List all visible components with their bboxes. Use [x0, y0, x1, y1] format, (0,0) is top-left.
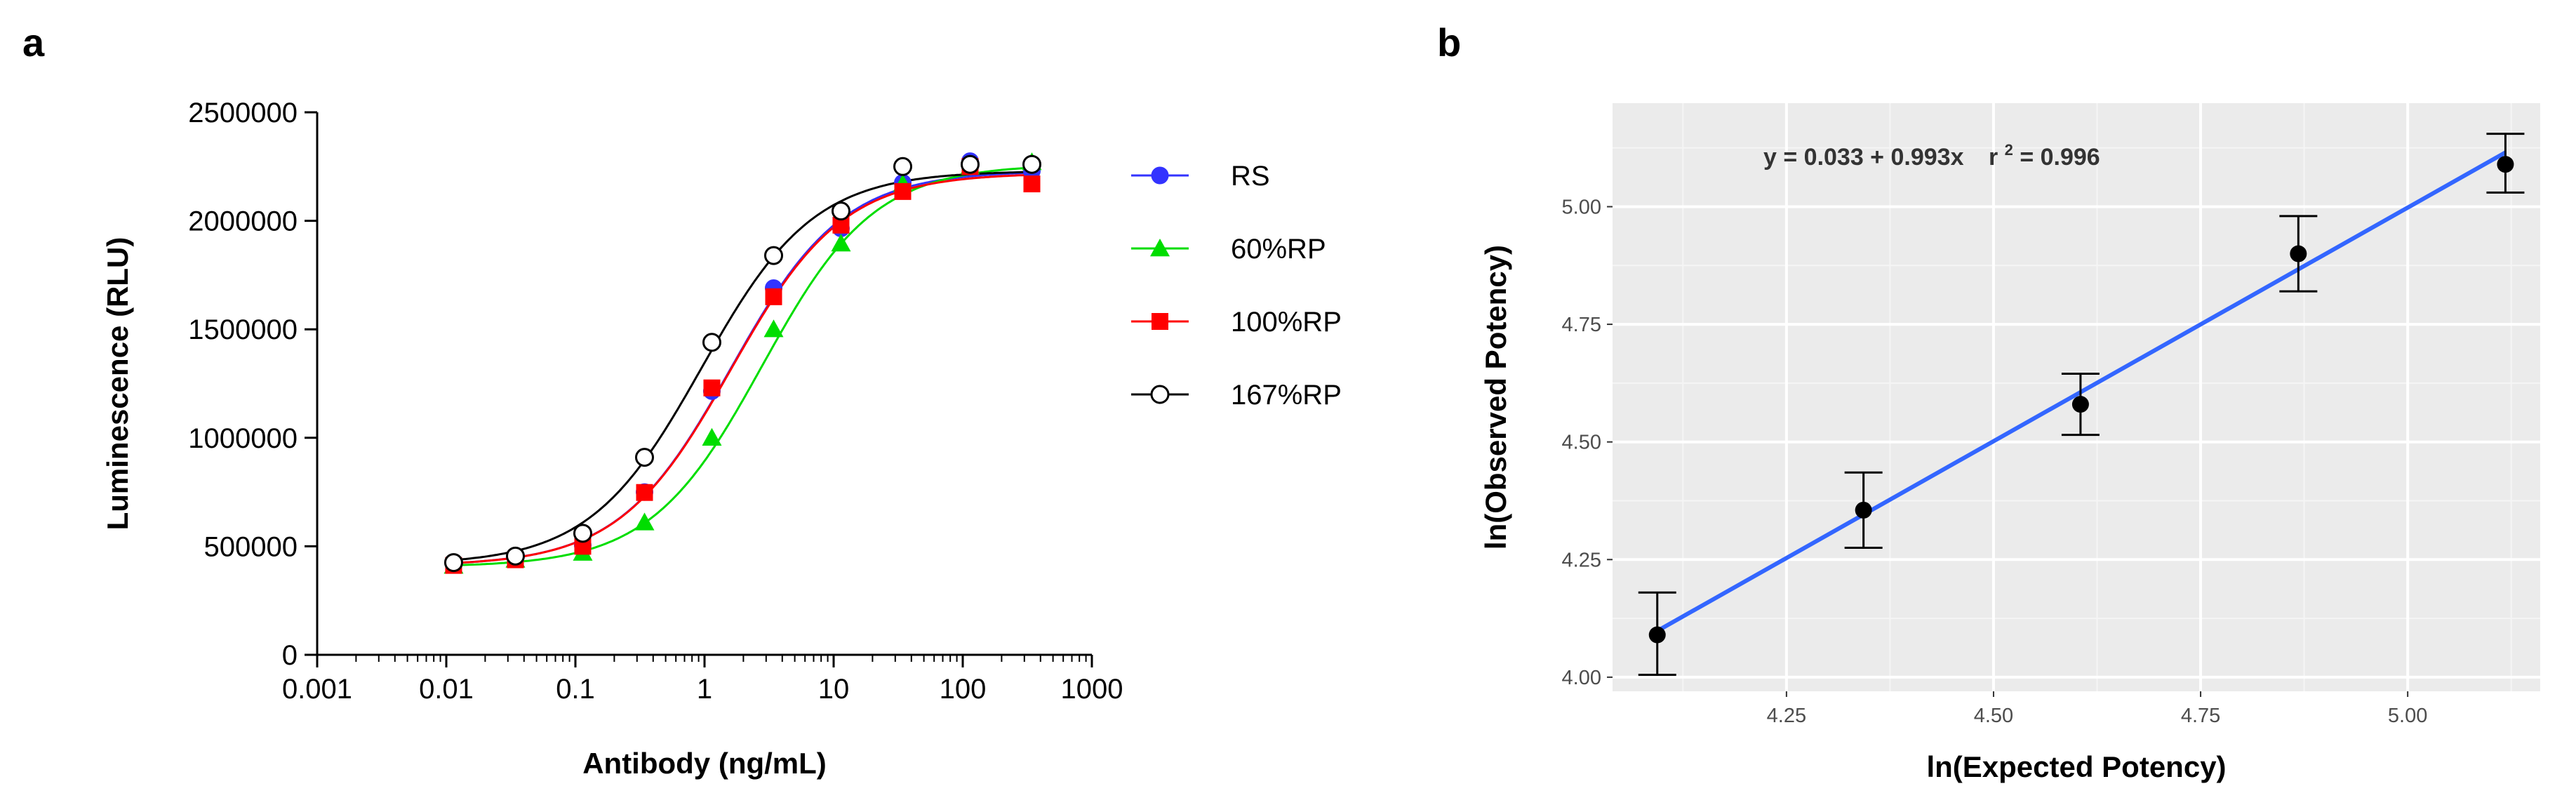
panel-a-x-axis-title: Antibody (ng/mL) [582, 747, 827, 780]
data-point-60%RP [831, 234, 851, 252]
x-tick-label: 100 [940, 674, 987, 705]
data-point-167%RP [702, 333, 721, 352]
data-point-60%RP [634, 512, 655, 531]
y-tick-label: 1500000 [188, 314, 298, 345]
data-point-100%RP [894, 182, 912, 200]
data-point-100%RP [703, 379, 721, 397]
equation-r-superscript: 2 [2005, 141, 2013, 159]
data-point [2290, 245, 2307, 262]
panel-a-y-axis-title: Luminescence (RLU) [101, 237, 134, 531]
panel-b-y-axis-title: ln(Observed Potency) [1479, 245, 1512, 550]
fit-curve-60%RP [453, 166, 1032, 566]
panel-b-x-axis-title: ln(Expected Potency) [1926, 750, 2226, 783]
legend-marker-RS [1151, 166, 1169, 185]
x-tick-label: 0.01 [419, 674, 474, 705]
data-point-167%RP [1022, 154, 1041, 174]
legend-label-RS: RS [1231, 161, 1270, 192]
panel-b-label: b [1437, 20, 1461, 65]
y-tick-label: 2500000 [188, 98, 298, 128]
legend-marker-100%RP [1152, 313, 1168, 330]
legend-label-100%RP: 100%RP [1231, 307, 1342, 338]
data-point-167%RP [634, 448, 654, 467]
panel-a-fit-curves [453, 166, 1032, 566]
panel-a-axes: 0 500000 1000000 1500000 2000000 2500000 0.001… [188, 98, 1123, 705]
panel-a-chart: a 0 500000 1000000 1500000 2000000 2500000 0.0… [22, 20, 1342, 780]
x-tick-label: 5.00 [2388, 705, 2427, 727]
panel-b-ticks: 4.25 4.50 4.75 5.00 4.00 4.25 4.50 4.75 5.00 [1562, 196, 2428, 727]
data-point-167%RP [960, 154, 980, 174]
fit-curve-100%RP [453, 173, 1032, 564]
panel-b-gridlines [1613, 103, 2540, 691]
data-point-167%RP [763, 246, 783, 265]
y-tick-label: 4.50 [1562, 432, 1601, 454]
equation-r-symbol: r [1989, 144, 1998, 171]
x-tick-label: 0.1 [556, 674, 595, 705]
fit-curve-167%RP [453, 171, 1032, 561]
legend-marker-60%RP [1150, 239, 1170, 257]
x-tick-label: 4.25 [1767, 705, 1806, 727]
x-tick-label: 1000 [1061, 674, 1123, 705]
panel-b-data-points [1648, 156, 2514, 644]
x-tick-label: 4.75 [2181, 705, 2220, 727]
data-point-100%RP [636, 484, 653, 501]
data-point-167%RP [831, 201, 850, 221]
data-point-60%RP [702, 427, 722, 446]
panel-b-equation: y = 0.033 + 0.993x r 2 = 0.996 [1763, 134, 2100, 171]
y-tick-label: 500000 [204, 531, 298, 562]
panel-a-legend: RS 60%RP 100%RP 167%RP [1131, 161, 1342, 411]
panel-a-data-points [443, 152, 1042, 574]
panel-a-label: a [22, 20, 45, 65]
y-tick-label: 4.00 [1562, 667, 1601, 689]
data-point-167%RP [893, 157, 912, 176]
equation-formula: y = 0.033 + 0.993x [1763, 144, 1964, 171]
legend-marker-167%RP [1150, 385, 1170, 404]
data-point [1648, 626, 1666, 644]
x-tick-label: 1 [697, 674, 712, 705]
data-point-60%RP [763, 319, 784, 338]
data-point [1855, 501, 1872, 519]
y-tick-label: 4.75 [1562, 314, 1601, 336]
x-tick-label: 4.50 [1974, 705, 2013, 727]
data-point [2071, 396, 2089, 413]
y-tick-label: 1000000 [188, 423, 298, 454]
data-point-167%RP [443, 553, 463, 573]
fit-curve-RS [453, 171, 1032, 564]
data-point-100%RP [1023, 175, 1041, 193]
y-tick-label: 4.25 [1562, 549, 1601, 571]
y-tick-label: 2000000 [188, 206, 298, 237]
data-point-167%RP [505, 546, 525, 566]
legend-label-167%RP: 167%RP [1231, 380, 1342, 411]
panel-b-chart: b 4.25 4.50 4.75 5.00 4.00 4.25 4.50 4.75 5.00 y… [1437, 20, 2540, 783]
x-tick-label: 0.001 [282, 674, 352, 705]
y-tick-label: 5.00 [1562, 196, 1601, 218]
data-point [2497, 156, 2514, 173]
equation-r-value: = 0.996 [2020, 144, 2100, 171]
y-tick-label: 0 [282, 640, 298, 671]
x-tick-label: 10 [818, 674, 850, 705]
legend-label-60%RP: 60%RP [1231, 234, 1326, 265]
data-point-100%RP [765, 288, 782, 305]
data-point-167%RP [573, 524, 592, 543]
